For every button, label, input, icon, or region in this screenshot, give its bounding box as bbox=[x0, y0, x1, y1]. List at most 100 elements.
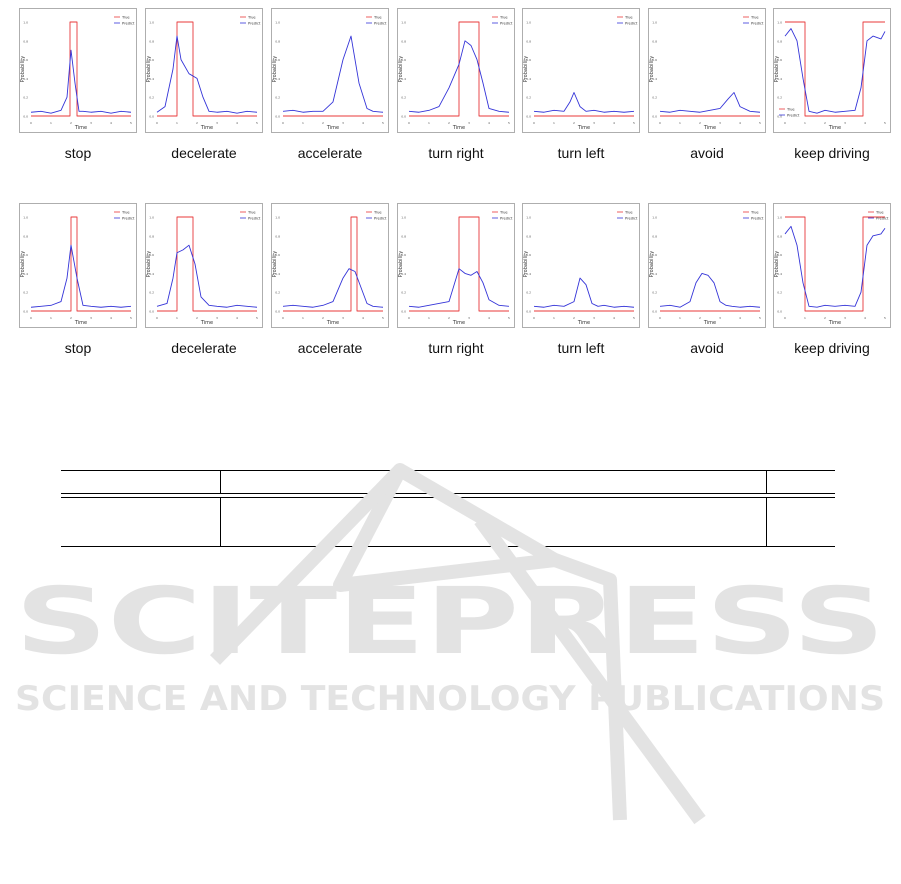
y-axis-label: Probability bbox=[398, 251, 404, 277]
y-tick-label: 0.2 bbox=[401, 291, 406, 295]
panel-caption: avoid bbox=[690, 340, 724, 356]
y-tick-label: 0.6 bbox=[777, 58, 782, 62]
y-tick-label: 0.4 bbox=[275, 77, 280, 81]
series-true-line bbox=[31, 21, 131, 117]
y-tick-label: 0.0 bbox=[23, 115, 28, 119]
plot-frame bbox=[648, 203, 766, 328]
x-tick-label: 3 bbox=[844, 121, 846, 125]
x-tick-label: 4 bbox=[362, 121, 364, 125]
x-tick-label: 0 bbox=[156, 121, 158, 125]
x-tick-label: 3 bbox=[844, 316, 846, 320]
x-tick-label: 1 bbox=[679, 121, 681, 125]
x-tick-label: 5 bbox=[382, 121, 384, 125]
x-tick-label: 1 bbox=[50, 316, 52, 320]
x-tick-label: 4 bbox=[739, 121, 741, 125]
y-tick-label: 0.0 bbox=[526, 310, 531, 314]
x-tick-label: 0 bbox=[533, 316, 535, 320]
x-tick-label: 0 bbox=[784, 121, 786, 125]
legend-label: Predict bbox=[751, 216, 764, 220]
y-tick-label: 0.4 bbox=[526, 272, 531, 276]
y-tick-label: 0.0 bbox=[149, 310, 154, 314]
y-tick-label: 0.8 bbox=[275, 39, 280, 43]
x-axis-label: Time bbox=[200, 125, 213, 131]
legend-label: True bbox=[624, 210, 633, 214]
panel-caption: stop bbox=[64, 145, 92, 161]
x-tick-label: 2 bbox=[322, 316, 324, 320]
chart-panel: 0.0 0.2 0.4 0.6 0.8 1.0 0 1 2 3 4 5 Time Probability T… bbox=[19, 203, 137, 328]
x-tick-label: 0 bbox=[533, 121, 535, 125]
series-predict-line bbox=[282, 268, 384, 308]
y-tick-label: 0.6 bbox=[149, 253, 154, 257]
y-tick-label: 0.4 bbox=[652, 77, 657, 81]
y-tick-label: 1.0 bbox=[777, 21, 782, 25]
table-col-divider bbox=[220, 470, 221, 493]
x-tick-label: 5 bbox=[759, 316, 761, 320]
y-axis-label: Probability bbox=[523, 251, 529, 277]
x-tick-label: 5 bbox=[884, 316, 886, 320]
table-col-divider bbox=[766, 470, 767, 493]
x-tick-label: 3 bbox=[342, 121, 344, 125]
x-tick-label: 5 bbox=[256, 316, 258, 320]
x-axis-label: Time bbox=[828, 320, 841, 326]
series-predict-line bbox=[659, 92, 761, 113]
y-tick-label: 0.6 bbox=[652, 58, 657, 62]
y-axis-label: Probability bbox=[272, 56, 278, 82]
y-tick-label: 0.8 bbox=[149, 234, 154, 238]
table-bottom-rule bbox=[61, 546, 835, 547]
plot-frame bbox=[271, 203, 389, 328]
x-tick-label: 4 bbox=[864, 316, 866, 320]
x-tick-label: 1 bbox=[804, 316, 806, 320]
x-axis-label: Time bbox=[577, 125, 590, 131]
chart-panel: 0.0 0.2 0.4 0.6 0.8 1.0 0 1 2 3 4 5 Time Probability T… bbox=[648, 8, 766, 133]
y-tick-label: 0.6 bbox=[526, 253, 531, 257]
y-tick-label: 0.2 bbox=[526, 291, 531, 295]
x-tick-label: 2 bbox=[196, 121, 198, 125]
chart-panel: 0.0 0.2 0.4 0.6 0.8 1.0 0 1 2 3 4 5 Time Probability T… bbox=[271, 8, 389, 133]
x-tick-label: 1 bbox=[176, 316, 178, 320]
y-tick-label: 0.0 bbox=[401, 310, 406, 314]
y-axis-label: Probability bbox=[523, 56, 529, 82]
legend-label: True bbox=[750, 210, 759, 214]
chart-panel: 0.0 0.2 0.4 0.6 0.8 1.0 0 1 2 3 4 5 Time Probability T… bbox=[522, 8, 640, 133]
series-predict-line bbox=[533, 277, 635, 308]
panel-caption: turn right bbox=[428, 340, 484, 356]
y-axis-label: Probability bbox=[398, 56, 404, 82]
chart-panel: 0.0 0.2 0.4 0.6 0.8 1.0 0 1 2 3 4 5 Time Probability T… bbox=[397, 203, 515, 328]
y-tick-label: 0.8 bbox=[401, 39, 406, 43]
panel-caption: turn left bbox=[557, 145, 605, 161]
y-tick-label: 0.4 bbox=[149, 77, 154, 81]
x-tick-label: 1 bbox=[302, 121, 304, 125]
x-tick-label: 1 bbox=[428, 121, 430, 125]
y-tick-label: 0.2 bbox=[149, 96, 154, 100]
watermark: SCITEPRESS SCIENCE AND TECHNOLOGY PUBLIC… bbox=[15, 463, 885, 825]
series-predict-line bbox=[533, 92, 635, 113]
y-tick-label: 0.8 bbox=[652, 39, 657, 43]
y-tick-label: 0.6 bbox=[275, 253, 280, 257]
x-tick-label: 3 bbox=[216, 121, 218, 125]
x-tick-label: 0 bbox=[784, 316, 786, 320]
x-tick-label: 2 bbox=[573, 121, 575, 125]
x-tick-label: 3 bbox=[593, 121, 595, 125]
y-tick-label: 0.6 bbox=[401, 58, 406, 62]
x-tick-label: 4 bbox=[110, 316, 112, 320]
table-top-rule bbox=[61, 470, 835, 471]
y-tick-label: 0.6 bbox=[23, 253, 28, 257]
legend-label: True bbox=[247, 210, 256, 214]
x-tick-label: 1 bbox=[302, 316, 304, 320]
x-tick-label: 0 bbox=[659, 121, 661, 125]
x-tick-label: 0 bbox=[282, 121, 284, 125]
series-predict-line bbox=[659, 272, 761, 308]
y-tick-label: 0.6 bbox=[149, 58, 154, 62]
chart-panel: 0.0 0.2 0.4 0.6 0.8 1.0 0 1 2 3 4 5 Time Probability T… bbox=[19, 8, 137, 133]
x-tick-label: 5 bbox=[633, 316, 635, 320]
y-tick-label: 1.0 bbox=[401, 216, 406, 220]
y-tick-label: 0.0 bbox=[275, 115, 280, 119]
series-true-line bbox=[409, 21, 509, 117]
panel-caption: keep driving bbox=[794, 340, 870, 356]
x-tick-label: 2 bbox=[699, 121, 701, 125]
y-axis-label: Probability bbox=[774, 56, 780, 82]
chart-panel: 0.0 0.2 0.4 0.6 0.8 1.0 0 1 2 3 4 5 Time Probability T… bbox=[145, 8, 263, 133]
y-tick-label: 0.8 bbox=[401, 234, 406, 238]
y-tick-label: 1.0 bbox=[652, 21, 657, 25]
plot-frame bbox=[271, 8, 389, 133]
